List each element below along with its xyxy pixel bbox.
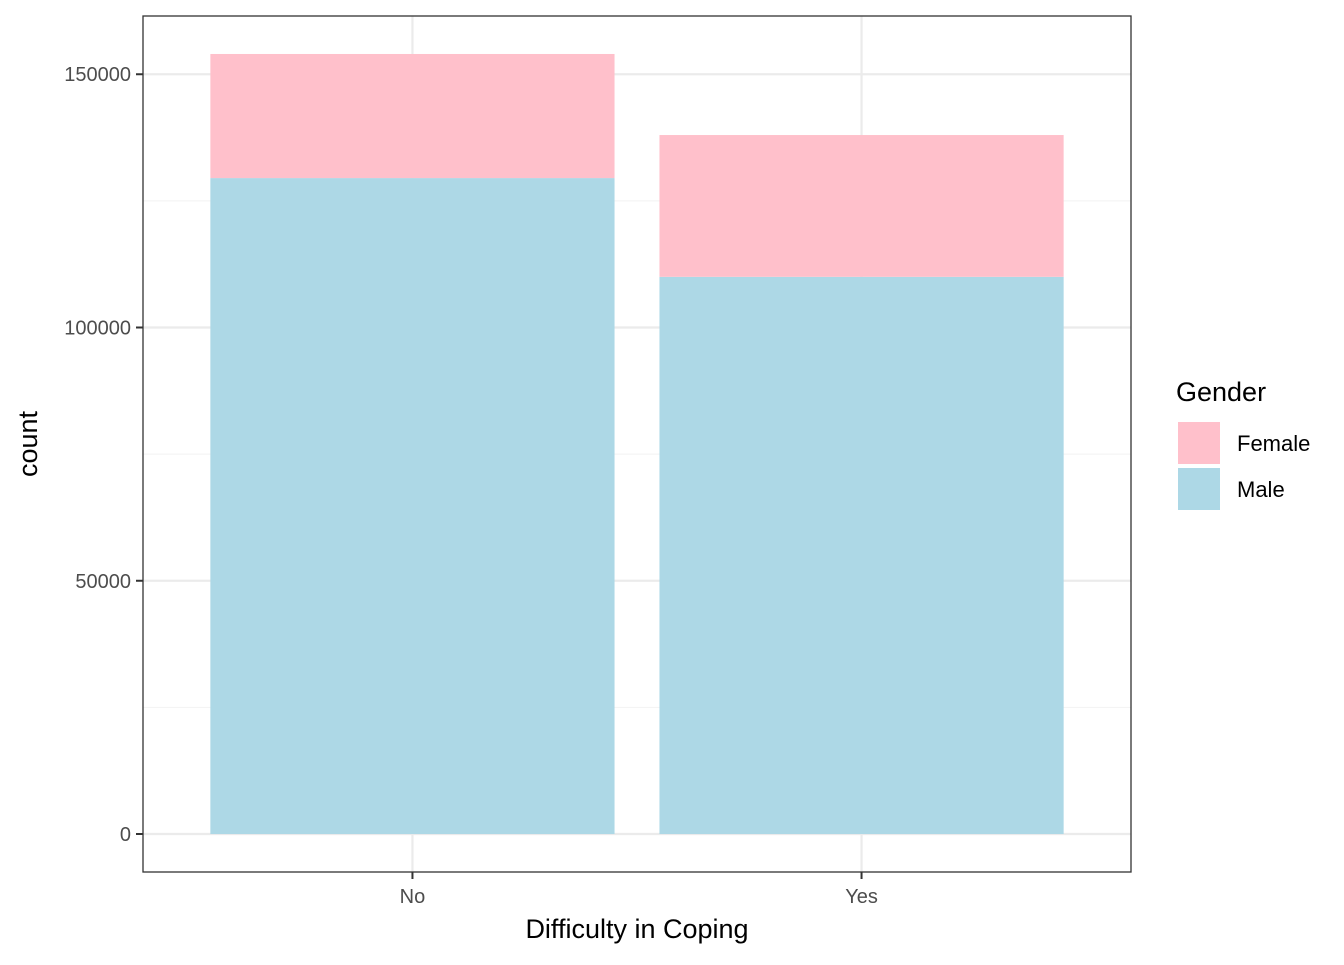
legend-title: Gender xyxy=(1176,377,1266,407)
legend: Gender Female Male xyxy=(1176,377,1310,510)
legend-key-male xyxy=(1178,468,1220,510)
y-tick-label: 100000 xyxy=(64,318,131,340)
legend-label-male: Male xyxy=(1237,477,1285,502)
y-tick-label: 0 xyxy=(120,824,131,846)
bar-female-no xyxy=(210,53,615,179)
y-axis-title: count xyxy=(13,410,43,477)
x-axis-title: Difficulty in Coping xyxy=(525,914,748,944)
y-tick-label: 50000 xyxy=(75,571,131,593)
bar-male-no xyxy=(210,178,615,835)
x-tick-label: Yes xyxy=(845,886,878,908)
bars xyxy=(210,53,1064,835)
y-tick-label: 150000 xyxy=(64,64,131,86)
bar-female-yes xyxy=(659,135,1064,277)
bar-male-yes xyxy=(659,276,1064,835)
legend-key-female xyxy=(1178,422,1220,464)
legend-label-female: Female xyxy=(1237,431,1310,456)
panel-border xyxy=(142,15,1132,873)
x-tick-label: No xyxy=(400,886,426,908)
axes: 0 50000 100000 150000 No Yes xyxy=(64,64,878,908)
